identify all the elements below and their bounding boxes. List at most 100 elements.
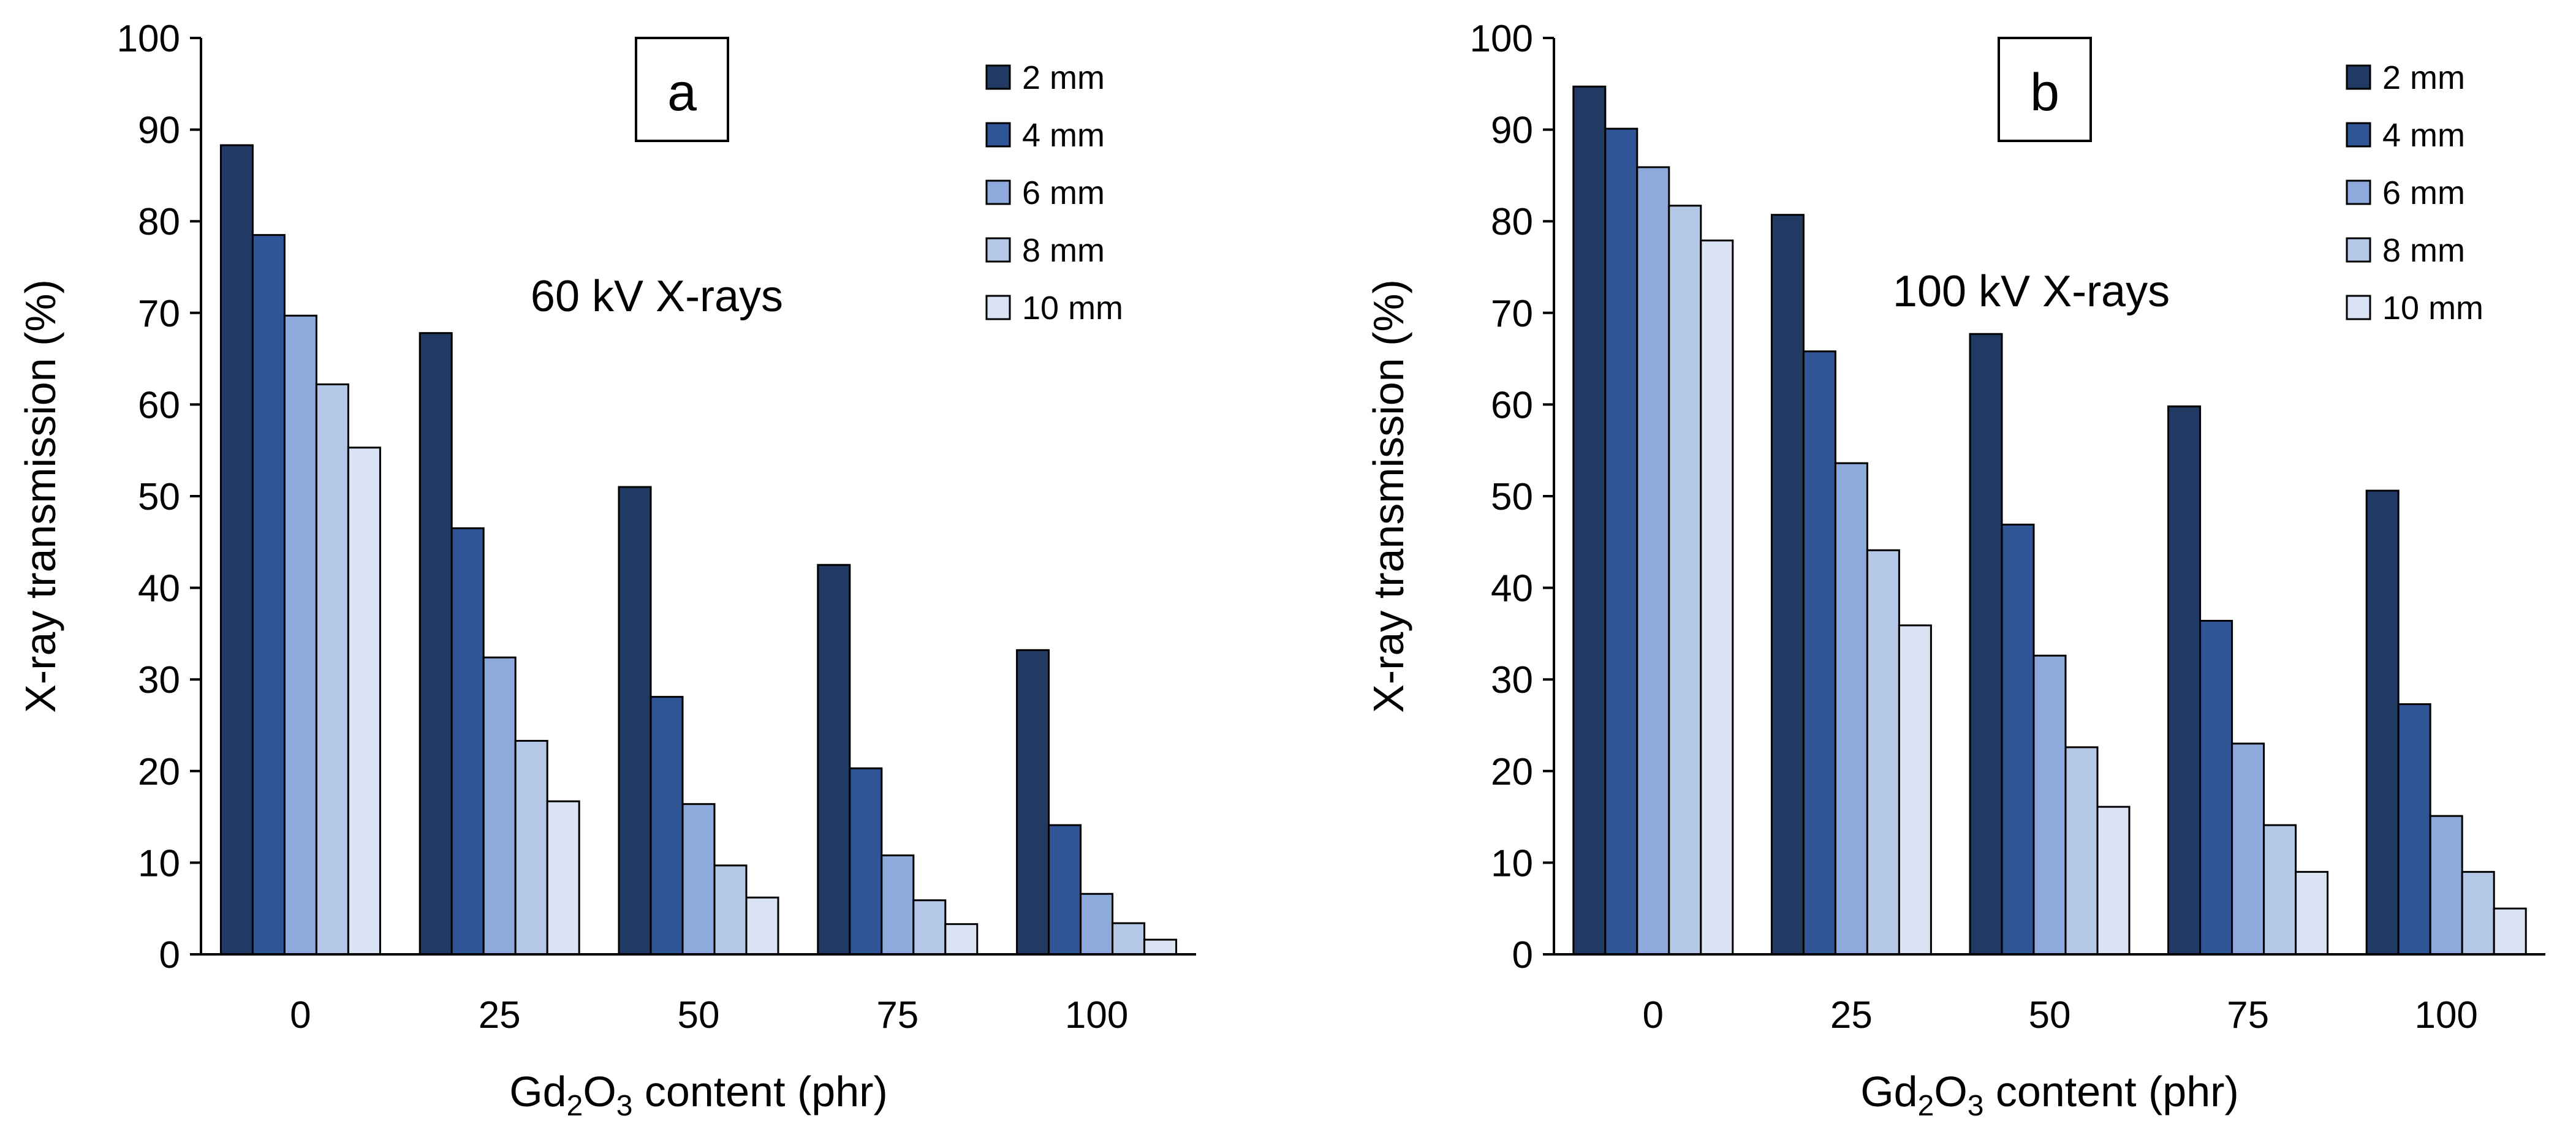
- y-axis-title: X-ray transmission (%): [1365, 279, 1412, 713]
- y-tick-label: 0: [1512, 934, 1533, 976]
- legend-swatch: [2346, 295, 2371, 320]
- bar: [2167, 405, 2202, 956]
- bar: [1604, 127, 1638, 956]
- panel-label: a: [667, 63, 697, 122]
- x-axis-title-part: O: [1934, 1068, 1967, 1115]
- bar: [2429, 815, 2463, 956]
- x-axis-title-part: content (phr): [632, 1068, 887, 1115]
- y-tick-label: 70: [1491, 293, 1533, 335]
- x-tick-label: 0: [1643, 994, 1664, 1036]
- y-tick-label: 40: [1491, 568, 1533, 610]
- x-tick-label: 25: [479, 994, 521, 1036]
- x-tick-label: 75: [876, 994, 919, 1036]
- legend-swatch: [2346, 179, 2371, 205]
- y-tick-label: 50: [138, 476, 180, 518]
- bar: [514, 739, 548, 956]
- legend-label: 2 mm: [2382, 59, 2465, 96]
- x-axis-title-part: Gd: [1860, 1068, 1917, 1115]
- y-tick-label: 60: [1491, 384, 1533, 426]
- bar: [251, 234, 286, 956]
- y-tick-label: 100: [1470, 18, 1533, 60]
- legend-label: 2 mm: [1022, 59, 1105, 96]
- y-tick-label: 10: [1491, 842, 1533, 885]
- bar: [2461, 870, 2495, 956]
- x-axis-title-subscript: 2: [567, 1090, 583, 1122]
- bar: [650, 696, 684, 956]
- bar: [2064, 746, 2099, 956]
- chart-panel-b: 0 10 20 30 40 50 60 70 80 90 100 0 25 50 75 100 X-ray tr…: [1365, 18, 2545, 1122]
- bar: [1898, 624, 1932, 956]
- x-axis-title: Gd2O3 content (phr): [509, 1068, 888, 1122]
- bar: [817, 564, 851, 956]
- x-axis-title-part: Gd: [509, 1068, 566, 1115]
- legend-swatch: [985, 64, 1011, 90]
- bar: [450, 527, 485, 956]
- legend-label: 6 mm: [2382, 175, 2465, 211]
- y-tick-label: 80: [1491, 201, 1533, 243]
- x-tick-label: 25: [1830, 994, 1873, 1036]
- bar: [849, 767, 883, 956]
- x-tick-label: 100: [1065, 994, 1128, 1036]
- y-tick-label: 70: [138, 293, 180, 335]
- legend-label: 8 mm: [2382, 232, 2465, 269]
- bar: [713, 864, 748, 956]
- x-axis-title: Gd2O3 content (phr): [1860, 1068, 2239, 1122]
- legend-swatch: [985, 179, 1011, 205]
- bar: [1572, 85, 1607, 956]
- bar: [944, 923, 979, 956]
- bar: [1080, 892, 1114, 956]
- panel-label: b: [2030, 63, 2059, 122]
- bar: [1969, 333, 2003, 956]
- bar: [546, 800, 580, 956]
- bar: [1668, 205, 1702, 956]
- bar: [2263, 824, 2297, 956]
- legend-swatch: [985, 295, 1011, 320]
- x-tick-label: 75: [2227, 994, 2269, 1036]
- x-tick-label: 50: [2029, 994, 2071, 1036]
- y-tick-label: 20: [1491, 751, 1533, 793]
- y-tick-label: 50: [1491, 476, 1533, 518]
- legend-label: 8 mm: [1022, 232, 1105, 269]
- bar: [881, 854, 915, 956]
- legend-swatch: [2346, 64, 2371, 90]
- x-axis-title-part: content (phr): [1983, 1068, 2238, 1115]
- legend-swatch: [2346, 237, 2371, 263]
- bar: [283, 314, 317, 956]
- bar: [1016, 649, 1050, 956]
- bar: [1048, 824, 1082, 956]
- bar: [315, 383, 349, 956]
- y-tick-label: 20: [138, 751, 180, 793]
- bar: [912, 899, 947, 956]
- bar: [1866, 549, 1900, 956]
- bar: [1770, 214, 1805, 956]
- bar: [347, 447, 381, 956]
- bar: [2231, 742, 2265, 956]
- y-tick-label: 40: [138, 568, 180, 610]
- bar: [1112, 922, 1146, 956]
- legend-label: 10 mm: [1022, 290, 1123, 326]
- bar: [2096, 805, 2131, 956]
- x-tick-label: 100: [2414, 994, 2477, 1036]
- bar: [1834, 462, 1868, 956]
- energy-annotation: 100 kV X-rays: [1893, 267, 2170, 316]
- y-tick-label: 30: [1491, 659, 1533, 701]
- energy-annotation: 60 kV X-rays: [531, 272, 783, 321]
- bar: [2397, 703, 2431, 956]
- bar: [1700, 240, 1734, 956]
- bar: [2032, 654, 2067, 956]
- legend-label: 10 mm: [2382, 290, 2483, 326]
- y-tick-label: 100: [117, 18, 180, 60]
- chart-panel-a: 0 10 20 30 40 50 60 70 80 90 100 0 25 50 75 100 X-ray tr…: [17, 18, 1196, 1122]
- bar: [2493, 907, 2527, 956]
- bar: [2295, 870, 2329, 956]
- bar: [745, 896, 779, 956]
- bar: [2199, 619, 2233, 956]
- legend-label: 4 mm: [1022, 117, 1105, 154]
- bar: [1143, 938, 1178, 956]
- bar: [681, 803, 716, 956]
- bar: [1636, 166, 1670, 956]
- x-axis-title-subscript: 3: [1968, 1090, 1984, 1122]
- y-tick-label: 80: [138, 201, 180, 243]
- legend-label: 4 mm: [2382, 117, 2465, 154]
